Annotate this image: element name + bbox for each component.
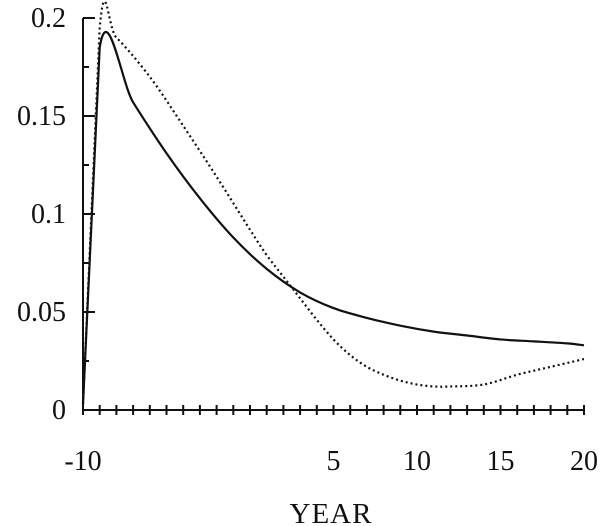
- y-tick-label: 0: [52, 395, 66, 426]
- y-tick-label: 0.2: [31, 3, 66, 34]
- labels: 0.2 0.15 0.1 0.05 0 -10 5 10 15 20 YEAR: [17, 3, 598, 526]
- axes: [82, 17, 585, 415]
- x-tick-label: 20: [570, 446, 598, 477]
- x-tick-label: -10: [64, 446, 101, 477]
- x-tick-label: 15: [487, 446, 515, 477]
- x-tick-label: 5: [327, 446, 341, 477]
- y-tick-label: 0.05: [17, 297, 66, 328]
- y-tick-label: 0.15: [17, 101, 66, 132]
- series-layer: [81, 0, 585, 405]
- series-line-solid: [81, 30, 585, 405]
- series-line-dotted: [81, 0, 585, 405]
- x-tick-label: 10: [403, 446, 431, 477]
- y-tick-label: 0.1: [31, 199, 66, 230]
- x-axis-title: YEAR: [290, 498, 373, 526]
